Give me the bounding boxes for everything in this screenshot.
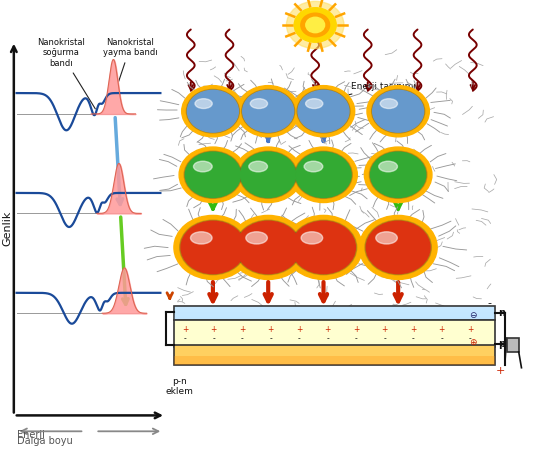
Bar	[174, 312, 495, 315]
Text: +: +	[467, 325, 473, 334]
Ellipse shape	[241, 152, 296, 197]
Text: n: n	[498, 308, 505, 318]
Ellipse shape	[246, 232, 268, 244]
Bar	[174, 345, 495, 365]
Bar	[174, 315, 495, 317]
Ellipse shape	[251, 99, 268, 109]
Ellipse shape	[195, 99, 212, 109]
Ellipse shape	[290, 147, 357, 202]
Ellipse shape	[372, 89, 425, 133]
Text: +: +	[296, 325, 302, 334]
Ellipse shape	[304, 161, 323, 172]
Text: Genlik: Genlik	[2, 211, 12, 246]
Text: Nanokristal
soğurma
bandı: Nanokristal soğurma bandı	[37, 38, 95, 109]
Text: +: +	[239, 325, 246, 334]
Ellipse shape	[291, 221, 356, 274]
Text: -: -	[212, 334, 215, 343]
Text: -: -	[487, 298, 492, 308]
Text: -: -	[355, 334, 357, 343]
Ellipse shape	[174, 215, 252, 279]
Ellipse shape	[364, 147, 432, 202]
Ellipse shape	[375, 232, 397, 244]
Ellipse shape	[234, 147, 302, 202]
Ellipse shape	[194, 161, 212, 172]
Ellipse shape	[290, 220, 357, 275]
Ellipse shape	[185, 152, 241, 197]
Ellipse shape	[295, 151, 352, 198]
Text: -: -	[469, 334, 471, 343]
Ellipse shape	[380, 99, 398, 109]
Text: +: +	[325, 325, 331, 334]
Text: p-n
eklem: p-n eklem	[166, 377, 194, 396]
Text: +: +	[439, 325, 445, 334]
Ellipse shape	[235, 220, 301, 275]
Ellipse shape	[239, 151, 297, 198]
Ellipse shape	[181, 221, 245, 274]
Text: ⊕: ⊕	[469, 338, 477, 347]
Text: +: +	[268, 325, 274, 334]
FancyBboxPatch shape	[174, 20, 498, 325]
Text: Dalga boyu: Dalga boyu	[17, 436, 72, 446]
Ellipse shape	[182, 86, 244, 137]
Text: +: +	[353, 325, 359, 334]
Text: -: -	[184, 334, 186, 343]
Circle shape	[306, 17, 325, 33]
Ellipse shape	[297, 89, 350, 133]
Ellipse shape	[186, 89, 239, 133]
Bar	[174, 317, 495, 320]
Text: +: +	[496, 366, 505, 376]
Text: Enerji: Enerji	[17, 430, 44, 440]
Ellipse shape	[379, 161, 398, 172]
Text: ⊖: ⊖	[469, 311, 477, 320]
Text: -: -	[412, 334, 414, 343]
Ellipse shape	[298, 90, 349, 132]
Ellipse shape	[236, 221, 300, 274]
Ellipse shape	[359, 215, 437, 279]
Bar	[174, 306, 495, 320]
Circle shape	[294, 8, 336, 42]
Text: +: +	[211, 325, 217, 334]
Text: Nanokristal
yayma bandı: Nanokristal yayma bandı	[103, 38, 157, 81]
Bar	[174, 309, 495, 312]
Ellipse shape	[367, 86, 429, 137]
Ellipse shape	[190, 232, 212, 244]
Ellipse shape	[237, 86, 299, 137]
Bar	[174, 356, 495, 365]
Ellipse shape	[242, 89, 295, 133]
Ellipse shape	[184, 151, 242, 198]
Ellipse shape	[373, 90, 424, 132]
Ellipse shape	[187, 90, 238, 132]
Ellipse shape	[285, 215, 363, 279]
Bar	[174, 306, 495, 309]
Bar	[174, 320, 495, 347]
Text: +: +	[382, 325, 388, 334]
Ellipse shape	[365, 220, 431, 275]
Text: p: p	[498, 339, 505, 349]
Ellipse shape	[229, 215, 307, 279]
Ellipse shape	[249, 161, 268, 172]
Text: -: -	[241, 334, 243, 343]
Text: +: +	[182, 325, 189, 334]
Ellipse shape	[366, 221, 430, 274]
Text: -: -	[269, 334, 272, 343]
Ellipse shape	[296, 152, 351, 197]
Ellipse shape	[369, 151, 427, 198]
Ellipse shape	[301, 232, 323, 244]
Ellipse shape	[306, 99, 323, 109]
Text: Enerji taşınımı: Enerji taşınımı	[300, 82, 416, 108]
Text: -: -	[326, 334, 329, 343]
Ellipse shape	[293, 86, 354, 137]
Text: +: +	[410, 325, 416, 334]
Circle shape	[286, 1, 344, 49]
Ellipse shape	[243, 90, 294, 132]
Bar	[507, 338, 519, 352]
Text: -: -	[298, 334, 300, 343]
Text: -: -	[383, 334, 386, 343]
Text: -: -	[440, 334, 443, 343]
Ellipse shape	[180, 220, 246, 275]
Circle shape	[301, 13, 330, 37]
Ellipse shape	[371, 152, 426, 197]
Ellipse shape	[179, 147, 247, 202]
